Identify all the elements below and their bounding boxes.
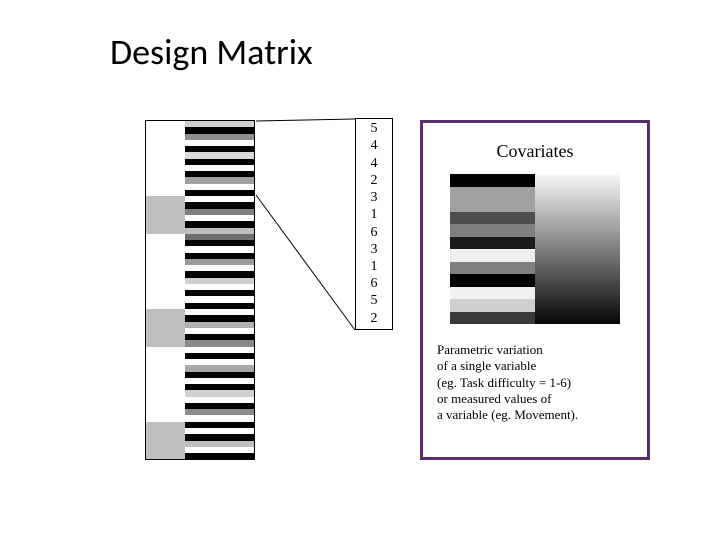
numbers-box: 5 4 4 2 3 1 6 3 1 6 5 2 <box>355 118 393 330</box>
cov-cell <box>450 249 535 262</box>
covariates-col-a <box>450 174 535 324</box>
covariates-panel: Covariates Parametric variationof a sing… <box>420 120 650 460</box>
cov-cell <box>450 212 535 225</box>
number-value: 2 <box>371 174 378 188</box>
number-value: 2 <box>371 312 378 326</box>
cov-cell <box>450 174 535 187</box>
design-matrix-col1 <box>146 121 185 459</box>
dm-cell <box>185 453 254 459</box>
covariates-desc-line: (eg. Task difficulty = 1-6) <box>437 375 633 391</box>
cov-cell <box>450 312 535 325</box>
dm-cell <box>146 453 185 459</box>
number-value: 1 <box>371 208 378 222</box>
page-title: Design Matrix <box>110 30 313 74</box>
number-value: 6 <box>371 277 378 291</box>
number-value: 6 <box>371 226 378 240</box>
number-value: 1 <box>371 260 378 274</box>
covariates-heading: Covariates <box>437 141 633 162</box>
design-matrix-col2 <box>185 121 254 459</box>
number-value: 4 <box>371 157 378 171</box>
covariates-description: Parametric variationof a single variable… <box>437 342 633 423</box>
covariates-matrix <box>450 174 620 324</box>
covariates-desc-line: or measured values of <box>437 391 633 407</box>
number-value: 4 <box>371 139 378 153</box>
cov-cell <box>450 262 535 275</box>
covariates-col-b <box>535 174 620 324</box>
cov-cell <box>450 187 535 200</box>
cov-cell <box>450 224 535 237</box>
covariates-desc-line: Parametric variation <box>437 342 633 358</box>
number-value: 5 <box>371 122 378 136</box>
cov-cell <box>450 287 535 300</box>
number-value: 5 <box>371 294 378 308</box>
number-value: 3 <box>371 191 378 205</box>
cov-cell <box>450 274 535 287</box>
cov-cell <box>450 237 535 250</box>
number-value: 3 <box>371 243 378 257</box>
cov-cell <box>450 299 535 312</box>
cov-cell <box>450 199 535 212</box>
covariates-desc-line: a variable (eg. Movement). <box>437 407 633 423</box>
design-matrix <box>145 120 255 460</box>
covariates-desc-line: of a single variable <box>437 358 633 374</box>
